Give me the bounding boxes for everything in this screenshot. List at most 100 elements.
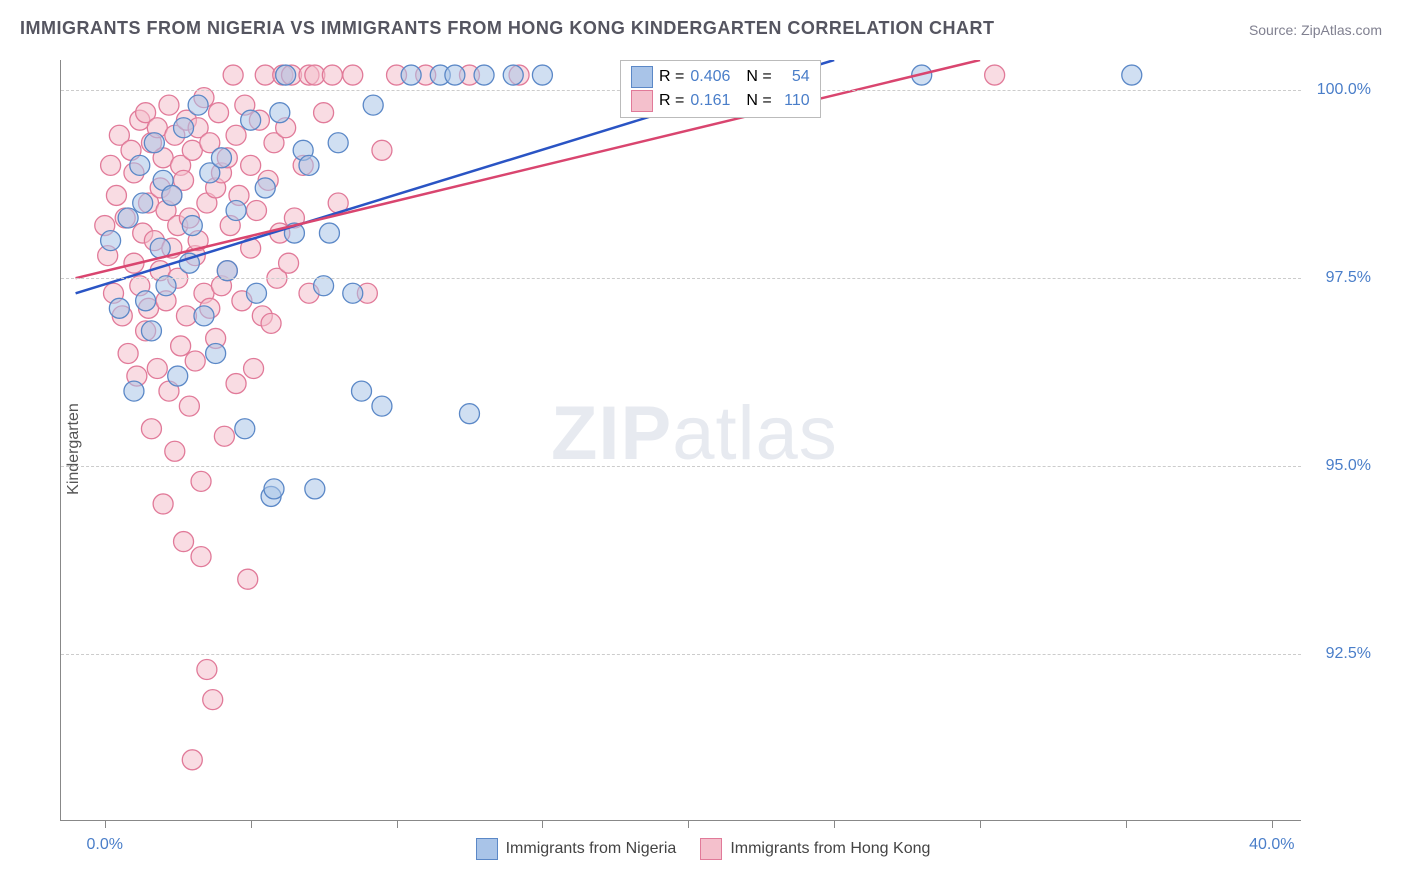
scatter-point	[191, 547, 211, 567]
scatter-point	[168, 366, 188, 386]
scatter-point	[214, 426, 234, 446]
legend-stats: R = 0.406 N = 54 R = 0.161 N = 110	[620, 60, 821, 118]
scatter-point	[174, 118, 194, 138]
scatter-point	[188, 95, 208, 115]
scatter-point	[136, 291, 156, 311]
scatter-point	[352, 381, 372, 401]
scatter-point	[244, 359, 264, 379]
scatter-point	[985, 65, 1005, 85]
scatter-point	[363, 95, 383, 115]
scatter-point	[246, 200, 266, 220]
legend-swatch-hongkong	[631, 90, 653, 112]
scatter-point	[270, 103, 290, 123]
scatter-point	[165, 441, 185, 461]
y-tick-label: 95.0%	[1326, 457, 1371, 475]
scatter-point	[241, 110, 261, 130]
legend-value-r-hongkong: 0.161	[690, 92, 740, 110]
legend-item-hongkong: Immigrants from Hong Kong	[700, 838, 930, 860]
scatter-point	[532, 65, 552, 85]
source-label: Source: ZipAtlas.com	[1249, 22, 1382, 38]
scatter-point	[372, 396, 392, 416]
scatter-point	[474, 65, 494, 85]
legend-value-r-nigeria: 0.406	[690, 68, 740, 86]
scatter-point	[299, 155, 319, 175]
scatter-point	[211, 148, 231, 168]
scatter-point	[238, 569, 258, 589]
legend-row-nigeria: R = 0.406 N = 54	[631, 65, 810, 89]
scatter-point	[246, 283, 266, 303]
scatter-point	[276, 65, 296, 85]
scatter-point	[174, 532, 194, 552]
legend-value-n-nigeria: 54	[778, 68, 810, 86]
scatter-point	[255, 178, 275, 198]
chart-svg	[61, 60, 1301, 820]
scatter-point	[1122, 65, 1142, 85]
scatter-point	[503, 65, 523, 85]
scatter-point	[153, 494, 173, 514]
legend-label-r: R =	[659, 68, 684, 86]
scatter-point	[130, 155, 150, 175]
scatter-point	[223, 65, 243, 85]
legend-label-hongkong: Immigrants from Hong Kong	[730, 840, 930, 858]
scatter-point	[179, 396, 199, 416]
scatter-point	[191, 471, 211, 491]
legend-label-nigeria: Immigrants from Nigeria	[506, 840, 677, 858]
scatter-point	[124, 381, 144, 401]
scatter-point	[322, 65, 342, 85]
legend-series: Immigrants from Nigeria Immigrants from …	[0, 838, 1406, 860]
scatter-point	[264, 479, 284, 499]
scatter-point	[226, 200, 246, 220]
scatter-point	[209, 103, 229, 123]
scatter-point	[241, 155, 261, 175]
scatter-point	[343, 283, 363, 303]
scatter-point	[144, 133, 164, 153]
scatter-point	[459, 404, 479, 424]
scatter-point	[171, 336, 191, 356]
legend-swatch-nigeria-icon	[476, 838, 498, 860]
y-tick-label: 100.0%	[1317, 81, 1371, 99]
scatter-point	[194, 306, 214, 326]
legend-label-r: R =	[659, 92, 684, 110]
scatter-point	[328, 133, 348, 153]
legend-value-n-hongkong: 110	[778, 92, 810, 110]
scatter-point	[101, 231, 121, 251]
scatter-point	[235, 419, 255, 439]
scatter-point	[147, 359, 167, 379]
scatter-point	[279, 253, 299, 273]
y-tick-label: 92.5%	[1326, 645, 1371, 663]
scatter-point	[343, 65, 363, 85]
scatter-point	[118, 208, 138, 228]
scatter-point	[372, 140, 392, 160]
scatter-point	[203, 690, 223, 710]
scatter-point	[185, 351, 205, 371]
legend-label-n: N =	[746, 68, 771, 86]
scatter-point	[445, 65, 465, 85]
scatter-point	[141, 321, 161, 341]
scatter-point	[159, 95, 179, 115]
scatter-point	[261, 313, 281, 333]
scatter-point	[182, 750, 202, 770]
y-tick-label: 97.5%	[1326, 269, 1371, 287]
scatter-point	[206, 343, 226, 363]
legend-swatch-nigeria	[631, 66, 653, 88]
scatter-point	[226, 374, 246, 394]
scatter-point	[305, 479, 325, 499]
chart-title: IMMIGRANTS FROM NIGERIA VS IMMIGRANTS FR…	[20, 18, 994, 39]
plot-area: ZIPatlas 92.5%95.0%97.5%100.0%0.0%40.0%	[60, 60, 1301, 821]
scatter-point	[109, 298, 129, 318]
scatter-point	[133, 193, 153, 213]
scatter-point	[106, 185, 126, 205]
scatter-point	[314, 103, 334, 123]
scatter-point	[101, 155, 121, 175]
scatter-point	[118, 343, 138, 363]
scatter-point	[182, 216, 202, 236]
chart-container: IMMIGRANTS FROM NIGERIA VS IMMIGRANTS FR…	[0, 0, 1406, 892]
legend-swatch-hongkong-icon	[700, 838, 722, 860]
scatter-point	[162, 185, 182, 205]
legend-row-hongkong: R = 0.161 N = 110	[631, 89, 810, 113]
scatter-point	[226, 125, 246, 145]
legend-label-n: N =	[746, 92, 771, 110]
legend-item-nigeria: Immigrants from Nigeria	[476, 838, 677, 860]
scatter-point	[141, 419, 161, 439]
scatter-point	[401, 65, 421, 85]
